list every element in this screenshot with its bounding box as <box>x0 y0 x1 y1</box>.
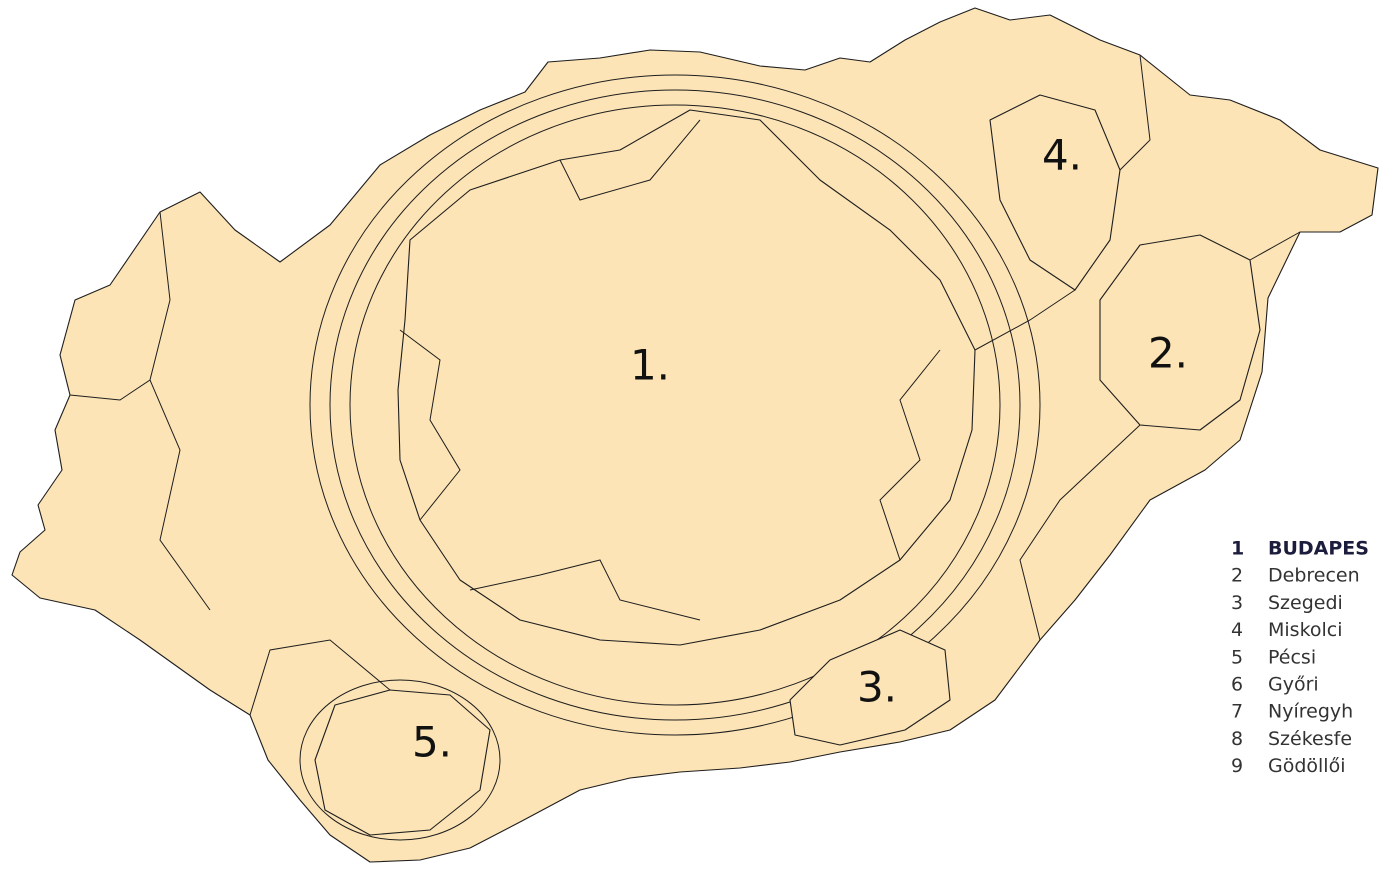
region-pecs <box>314 689 491 836</box>
region-debrecen <box>1099 234 1261 431</box>
border <box>1249 231 1301 261</box>
map-labels: 1. 2. 3. 4. 5. <box>412 131 1188 767</box>
region-label: 5. <box>412 718 452 767</box>
region-miskolc <box>989 94 1121 291</box>
legend-name: Pécsi <box>1268 646 1316 668</box>
region-label: 2. <box>1148 329 1188 378</box>
legend-number: 8 <box>1231 728 1243 750</box>
border <box>69 379 151 401</box>
legend-name: BUDAPES <box>1268 538 1369 560</box>
border <box>1119 54 1151 171</box>
legend-name: Gödöllői <box>1268 755 1346 777</box>
region-label: 1. <box>630 341 670 390</box>
legend-number: 2 <box>1231 565 1243 587</box>
legend-name: Győri <box>1268 674 1319 696</box>
region-budapest <box>397 109 976 646</box>
legend-number: 7 <box>1231 701 1243 723</box>
border <box>469 559 701 621</box>
region-label: 4. <box>1042 131 1082 180</box>
legend-number: 6 <box>1231 674 1243 696</box>
ring <box>299 679 501 841</box>
legend-number: 1 <box>1231 538 1244 560</box>
legend-name: Szegedi <box>1268 592 1343 614</box>
region-label: 3. <box>857 663 897 712</box>
legend-name: Székesfe <box>1268 728 1352 750</box>
legend: 1 BUDAPES 2 Debrecen 3 Szegedi 4 Miskolci 5 Pécsi… <box>1231 538 1369 778</box>
border <box>399 329 461 521</box>
legend-number: 3 <box>1231 592 1243 614</box>
border <box>249 639 391 716</box>
border <box>879 349 941 561</box>
legend-number: 5 <box>1231 646 1243 668</box>
legend-name: Debrecen <box>1268 565 1360 587</box>
border <box>1019 424 1141 641</box>
legend-number: 9 <box>1231 755 1243 777</box>
ring <box>329 89 1021 721</box>
region-szeged <box>789 629 951 746</box>
ring <box>349 104 1001 706</box>
legend-name: Miskolci <box>1268 619 1343 641</box>
border <box>559 119 701 201</box>
legend-name: Nyíregyh <box>1268 701 1353 723</box>
ring <box>309 74 1041 736</box>
legend-number: 4 <box>1231 619 1243 641</box>
border <box>149 211 211 611</box>
border <box>974 289 1076 351</box>
